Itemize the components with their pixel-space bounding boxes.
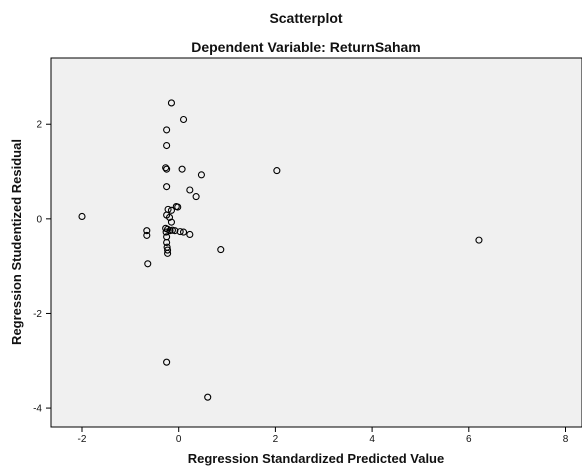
data-point <box>165 213 174 221</box>
x-tick-label: 6 <box>466 434 472 445</box>
data-point <box>163 141 171 150</box>
data-point <box>78 212 86 221</box>
data-point <box>164 246 172 254</box>
y-axis-label: Regression Studentized Residual <box>9 139 24 345</box>
chart-subtitle: Dependent Variable: ReturnSaham <box>191 39 421 55</box>
data-point <box>174 203 182 211</box>
x-tick-label: 0 <box>176 434 182 445</box>
data-points <box>78 99 483 401</box>
data-point <box>192 193 200 201</box>
data-point <box>163 126 171 134</box>
x-tick-label: -2 <box>78 434 87 445</box>
data-point <box>167 99 176 107</box>
x-axis-label: Regression Standardized Predicted Value <box>188 451 444 466</box>
chart-title: Scatterplot <box>269 10 342 26</box>
x-tick-label: 4 <box>369 434 375 445</box>
data-point <box>163 183 171 191</box>
data-point <box>171 227 179 235</box>
data-point <box>204 393 212 401</box>
y-tick-label: 2 <box>36 120 42 131</box>
plot-area <box>50 57 582 428</box>
x-tick-label: 8 <box>563 434 569 445</box>
data-point <box>163 165 171 173</box>
data-point <box>162 228 170 236</box>
data-point <box>167 206 176 214</box>
y-tick-label: -4 <box>33 404 42 415</box>
data-point <box>179 228 188 236</box>
data-point <box>217 246 225 254</box>
data-point <box>475 236 483 244</box>
data-point <box>186 186 194 194</box>
data-point <box>163 358 171 366</box>
data-point <box>179 115 188 124</box>
data-point <box>143 227 151 235</box>
x-tick-label: 2 <box>273 434 279 445</box>
data-point <box>197 171 205 179</box>
y-tick-label: 0 <box>36 214 42 225</box>
y-axis: -4 -2 0 2 <box>33 120 51 415</box>
x-axis: -2 0 2 4 6 8 <box>78 427 569 445</box>
data-point <box>186 230 194 239</box>
data-point <box>176 228 184 236</box>
y-tick-label: -2 <box>33 309 42 320</box>
data-point <box>164 249 172 257</box>
data-point <box>273 167 281 175</box>
data-point <box>163 238 171 247</box>
data-point <box>167 218 176 226</box>
data-point <box>162 164 170 172</box>
data-point <box>144 260 152 268</box>
data-point <box>143 231 151 239</box>
data-point <box>178 165 186 173</box>
